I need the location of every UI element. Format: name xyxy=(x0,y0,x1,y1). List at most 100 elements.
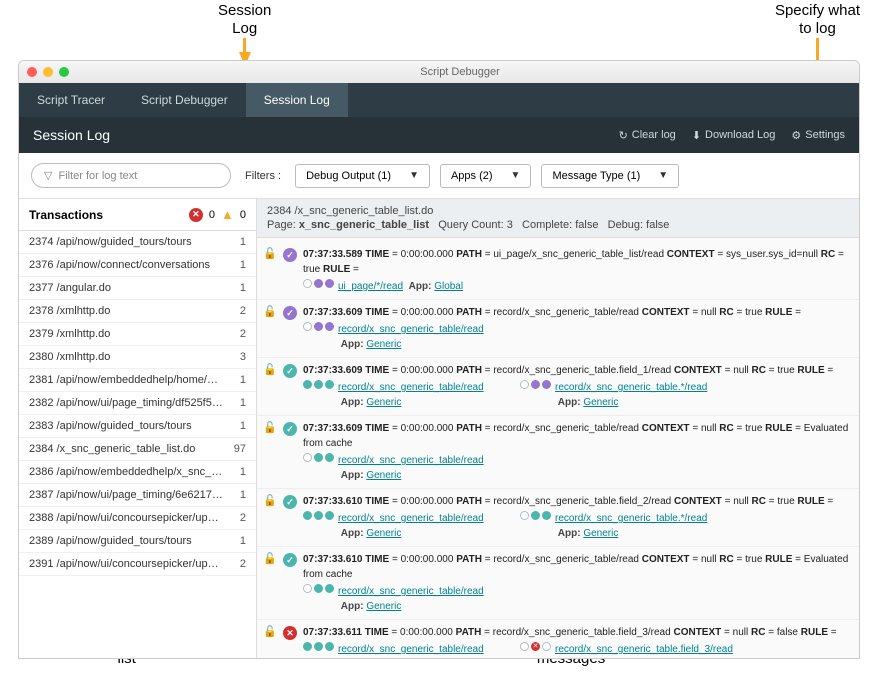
app-link[interactable]: Generic xyxy=(366,601,401,612)
rule-link[interactable]: ui_page/*/read xyxy=(338,281,403,292)
rule-link[interactable]: record/x_snc_generic_table/read xyxy=(338,455,484,466)
transaction-row[interactable]: 2377 /angular.do1 xyxy=(19,277,256,300)
rule-dots xyxy=(303,380,334,389)
rule-link[interactable]: record/x_snc_generic_table/read xyxy=(338,586,484,597)
dot-icon xyxy=(325,453,334,462)
selected-transaction-detail: Page: x_snc_generic_table_list Query Cou… xyxy=(267,219,849,231)
transaction-count: 1 xyxy=(224,282,246,294)
tab-session-log[interactable]: Session Log xyxy=(246,83,348,117)
dot-icon xyxy=(520,642,529,651)
rule-link[interactable]: record/x_snc_generic_table.field_3/read xyxy=(555,644,733,655)
transaction-label: 2389 /api/now/guided_tours/tours xyxy=(29,535,224,547)
app-label: App: xyxy=(558,528,584,539)
log-row: 🔓✓07:37:33.609 TIME = 0:00:00.000 PATH =… xyxy=(257,358,859,416)
app-label: App: xyxy=(341,470,367,481)
log-body: 07:37:33.610 TIME = 0:00:00.000 PATH = r… xyxy=(303,494,853,541)
log-body: 07:37:33.611 TIME = 0:00:00.000 PATH = r… xyxy=(303,625,853,658)
tab-script-debugger[interactable]: Script Debugger xyxy=(123,83,246,117)
clear-log-button[interactable]: ↻ Clear log xyxy=(619,129,676,142)
app-link[interactable]: Generic xyxy=(583,397,618,408)
log-time: 07:37:33.610 xyxy=(303,554,363,565)
settings-icon: ⚙ xyxy=(791,129,801,142)
dot-icon xyxy=(520,511,529,520)
dot-icon xyxy=(303,584,312,593)
transaction-label: 2383 /api/now/guided_tours/tours xyxy=(29,420,224,432)
transaction-row[interactable]: 2380 /xmlhttp.do3 xyxy=(19,346,256,369)
log-row: 🔓✓07:37:33.589 TIME = 0:00:00.000 PATH =… xyxy=(257,242,859,300)
dot-icon xyxy=(520,380,529,389)
dot-icon xyxy=(303,453,312,462)
transaction-count: 2 xyxy=(224,305,246,317)
download-log-button[interactable]: ⬇Download Log xyxy=(692,129,776,142)
lock-icon: 🔓 xyxy=(263,552,277,614)
transaction-row[interactable]: 2379 /xmlhttp.do2 xyxy=(19,323,256,346)
dot-icon xyxy=(325,380,334,389)
warn-icon: ▲ xyxy=(221,207,234,222)
query-count: 3 xyxy=(507,219,513,231)
transaction-row[interactable]: 2387 /api/now/ui/page_timing/6e62175e…1 xyxy=(19,484,256,507)
app-label: App: xyxy=(341,601,367,612)
transaction-count: 1 xyxy=(224,397,246,409)
transaction-row[interactable]: 2376 /api/now/connect/conversations1 xyxy=(19,254,256,277)
dot-icon xyxy=(314,453,323,462)
transactions-title: Transactions xyxy=(29,208,103,222)
rule-link[interactable]: record/x_snc_generic_table/read xyxy=(338,382,484,393)
search-input[interactable]: ▽ Filter for log text xyxy=(31,163,231,188)
rule-link[interactable]: record/x_snc_generic_table/read xyxy=(338,644,484,655)
dot-icon xyxy=(303,511,312,520)
app-link[interactable]: Generic xyxy=(583,528,618,539)
select-label: Debug Output (1) xyxy=(306,170,391,182)
app-link[interactable]: Global xyxy=(434,281,463,292)
rule-link[interactable]: record/x_snc_generic_table.*/read xyxy=(555,513,707,524)
status-icon: ✓ xyxy=(283,495,297,509)
transaction-row[interactable]: 2389 /api/now/guided_tours/tours1 xyxy=(19,530,256,553)
max-dot[interactable] xyxy=(59,67,69,77)
app-link[interactable]: Generic xyxy=(366,397,401,408)
warn-count: 0 xyxy=(240,209,246,221)
select-label: Message Type (1) xyxy=(552,170,640,182)
transaction-label: 2382 /api/now/ui/page_timing/df525f5e1… xyxy=(29,397,224,409)
transaction-row[interactable]: 2383 /api/now/guided_tours/tours1 xyxy=(19,415,256,438)
transaction-badges: ✕ 0 ▲ 0 xyxy=(189,207,246,222)
transaction-row[interactable]: 2374 /api/now/guided_tours/tours1 xyxy=(19,231,256,254)
error-icon: ✕ xyxy=(189,208,203,222)
transaction-count: 3 xyxy=(224,351,246,363)
transaction-row[interactable]: 2386 /api/now/embeddedhelp/x_snc_gen…1 xyxy=(19,461,256,484)
transaction-row[interactable]: 2381 /api/now/embeddedhelp/home/nor…1 xyxy=(19,369,256,392)
rule-dots xyxy=(303,453,334,462)
dot-icon xyxy=(325,642,334,651)
tab-script-tracer[interactable]: Script Tracer xyxy=(19,83,123,117)
rule-dots xyxy=(303,584,334,593)
settings-button[interactable]: ⚙Settings xyxy=(791,129,845,142)
rule-link[interactable]: record/x_snc_generic_table/read xyxy=(338,513,484,524)
min-dot[interactable] xyxy=(43,67,53,77)
callout-session-log: Session Log xyxy=(218,2,271,66)
error-count: 0 xyxy=(209,209,215,221)
transaction-row[interactable]: 2388 /api/now/ui/concoursepicker/updat…2 xyxy=(19,507,256,530)
transaction-row[interactable]: 2378 /xmlhttp.do2 xyxy=(19,300,256,323)
chevron-down-icon: ▼ xyxy=(511,170,521,181)
action-label: Clear log xyxy=(632,129,676,141)
clear-log-icon: ↻ xyxy=(619,129,628,142)
app-link[interactable]: Generic xyxy=(366,470,401,481)
filter-select[interactable]: Message Type (1)▼ xyxy=(541,164,679,188)
rule-link[interactable]: record/x_snc_generic_table.*/read xyxy=(555,382,707,393)
filter-select[interactable]: Apps (2)▼ xyxy=(440,164,531,188)
rule-link[interactable]: record/x_snc_generic_table/read xyxy=(338,324,484,335)
rule-dots xyxy=(303,642,334,651)
close-dot[interactable] xyxy=(27,67,37,77)
app-link[interactable]: Generic xyxy=(366,339,401,350)
transaction-row[interactable]: 2382 /api/now/ui/page_timing/df525f5e1…1 xyxy=(19,392,256,415)
filter-select[interactable]: Debug Output (1)▼ xyxy=(295,164,430,188)
transaction-count: 1 xyxy=(224,535,246,547)
app-link[interactable]: Generic xyxy=(366,528,401,539)
action-label: Download Log xyxy=(705,129,775,141)
window-title: Script Debugger xyxy=(69,66,851,78)
dot-icon xyxy=(325,279,334,288)
debug-flag: false xyxy=(646,219,669,231)
transaction-label: 2377 /angular.do xyxy=(29,282,224,294)
transaction-row[interactable]: 2391 /api/now/ui/concoursepicker/updat…2 xyxy=(19,553,256,576)
transaction-row[interactable]: 2384 /x_snc_generic_table_list.do97 xyxy=(19,438,256,461)
page-title: Session Log xyxy=(33,127,110,143)
log-time: 07:37:33.609 xyxy=(303,365,363,376)
